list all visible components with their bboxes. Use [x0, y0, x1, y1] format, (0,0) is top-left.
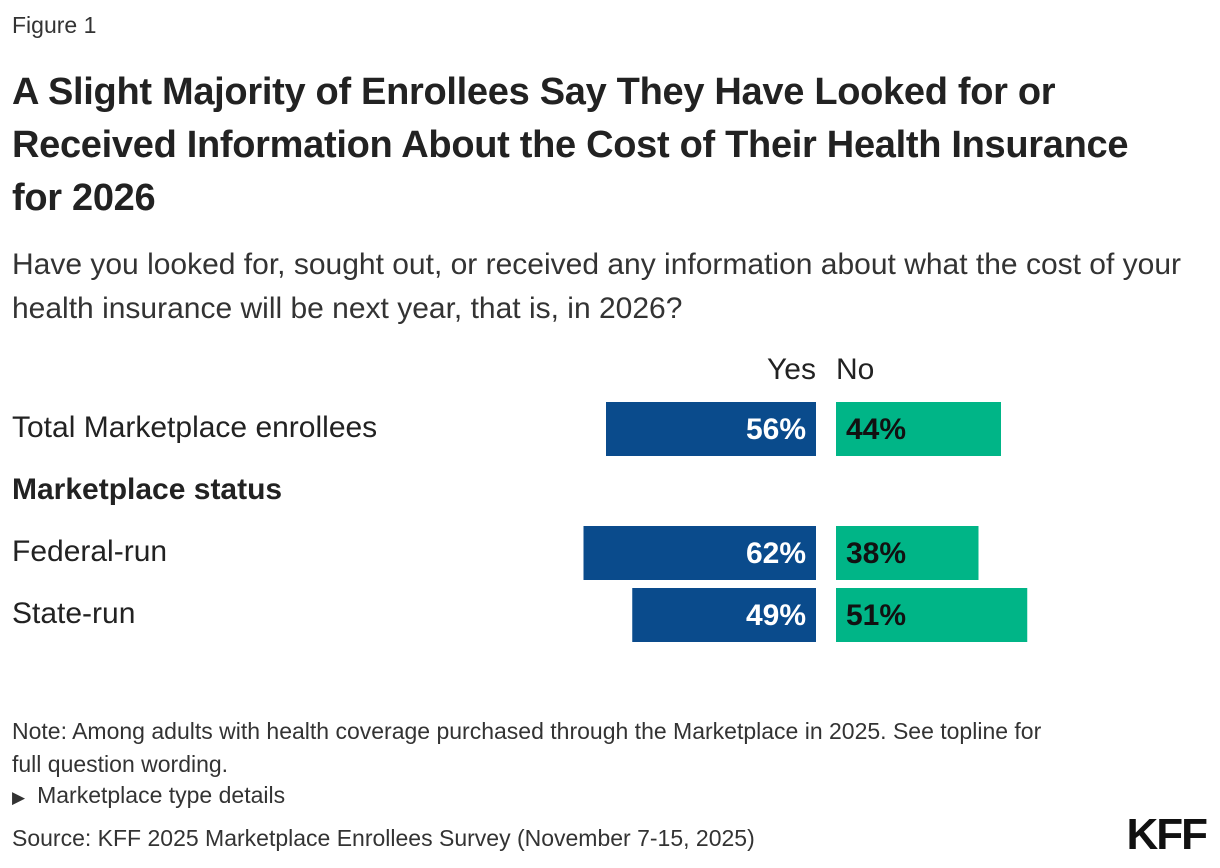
category-label: State-run	[12, 597, 135, 630]
bar	[583, 526, 816, 580]
bar	[836, 588, 1028, 642]
value-label: 56%	[746, 413, 806, 446]
bar	[606, 402, 816, 456]
source: Source: KFF 2025 Marketplace Enrollees S…	[12, 825, 755, 851]
value-label: 44%	[846, 413, 906, 446]
logo: KFF	[1126, 810, 1208, 859]
details-toggle[interactable]: ▶ Marketplace type details	[12, 782, 285, 809]
value-label: 38%	[846, 537, 906, 570]
value-label: 62%	[746, 537, 806, 570]
value-label: 49%	[746, 599, 806, 632]
group-header: Marketplace status	[12, 473, 282, 506]
value-label: 51%	[846, 599, 906, 632]
note: Note: Among adults with health coverage …	[12, 718, 1042, 777]
bar	[836, 402, 1001, 456]
column-header: No	[836, 353, 874, 386]
chart-title: A Slight Majority of Enrollees Say They …	[12, 71, 1129, 219]
column-header: Yes	[767, 353, 816, 386]
chart-subtitle: Have you looked for, sought out, or rece…	[12, 248, 1182, 325]
chart: Yes No Marketplace status Total Marketplace…	[12, 353, 1028, 642]
bar	[632, 588, 816, 642]
bar	[836, 526, 979, 580]
category-label: Total Marketplace enrollees	[12, 411, 377, 444]
toggle-icon: ▶	[12, 788, 26, 807]
category-label: Federal-run	[12, 535, 167, 568]
figure-label: Figure 1	[12, 12, 97, 38]
toggle-label[interactable]: Marketplace type details	[37, 782, 286, 808]
